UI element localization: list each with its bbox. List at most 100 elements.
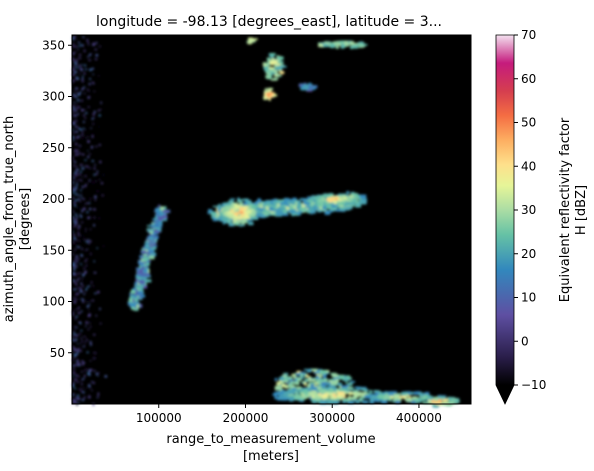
echo-cell [289, 206, 293, 210]
echo-cell [75, 365, 78, 367]
echo-cell [244, 217, 252, 222]
echo-cell [248, 204, 254, 207]
echo-cell [326, 211, 331, 214]
echo-cell [98, 75, 100, 77]
echo-cell [152, 237, 159, 240]
echo-cell [91, 134, 94, 137]
echo-cell [272, 393, 278, 396]
echo-cell [75, 152, 77, 154]
echo-cell [95, 146, 98, 147]
echo-cell [276, 74, 282, 77]
echo-cell [334, 394, 338, 397]
echo-cell [294, 377, 298, 380]
echo-cell [358, 397, 363, 401]
echo-cell [77, 49, 79, 51]
echo-cell [73, 237, 76, 240]
echo-cell [83, 109, 86, 111]
echo-cell [75, 293, 77, 296]
echo-cell [74, 204, 76, 207]
echo-cell [376, 392, 381, 395]
y-tick-label: 250 [42, 141, 65, 155]
echo-cell [96, 190, 99, 192]
echo-cell [81, 197, 83, 199]
echo-cell [273, 202, 279, 204]
echo-cell [278, 199, 285, 203]
echo-cell [347, 201, 354, 205]
echo-cell [273, 198, 278, 201]
echo-cell [316, 373, 319, 377]
echo-cell [241, 202, 246, 204]
echo-cell [323, 203, 329, 206]
echo-cell [332, 383, 335, 388]
echo-cell [81, 78, 83, 81]
echo-cell [275, 63, 279, 67]
echo-cell [76, 99, 80, 102]
echo-cell [290, 211, 294, 213]
echo-cell [83, 272, 86, 275]
echo-cell [85, 228, 87, 231]
echo-cell [82, 75, 84, 78]
echo-cell [138, 280, 145, 284]
echo-cell [80, 337, 82, 339]
echo-cell [267, 92, 273, 96]
echo-cell [81, 64, 84, 66]
echo-cell [76, 316, 78, 318]
echo-cell [294, 389, 299, 393]
echo-cell [93, 110, 96, 113]
echo-cell [233, 219, 236, 223]
echo-cell [318, 396, 323, 399]
echo-cell [80, 215, 83, 218]
echo-cell [89, 284, 92, 287]
echo-cell [304, 393, 309, 396]
echo-cell [367, 395, 372, 397]
echo-cell [89, 84, 91, 86]
echo-cell [145, 254, 153, 259]
echo-cell [79, 272, 82, 274]
echo-cell [341, 385, 348, 390]
echo-cell [269, 69, 274, 72]
echo-cell [277, 61, 284, 64]
echo-cell [355, 399, 360, 404]
echo-cell [224, 216, 228, 218]
echo-cell [337, 200, 343, 202]
echo-cell [232, 211, 239, 214]
echo-cell [321, 194, 326, 198]
echo-cell [238, 211, 246, 214]
echo-cell [143, 272, 150, 277]
echo-cell [317, 205, 324, 208]
echo-cell [208, 210, 214, 213]
echo-cell [78, 234, 80, 237]
echo-cell [288, 209, 294, 212]
echo-cell [364, 390, 367, 393]
echo-cell [297, 377, 302, 382]
echo-cell [314, 397, 322, 400]
echo-cell [339, 207, 345, 210]
echo-cell [318, 382, 322, 386]
echo-cell [315, 202, 318, 206]
echo-cell [78, 152, 82, 155]
echo-cell [427, 400, 431, 402]
echo-cell [82, 44, 84, 47]
echo-cell [274, 73, 278, 77]
echo-cell [265, 68, 268, 72]
echo-cell [334, 395, 337, 399]
echo-cell [82, 285, 84, 288]
y-axis-units: [degrees] [18, 188, 33, 250]
echo-cell [88, 396, 91, 399]
echo-cell [72, 393, 75, 396]
echo-cell [286, 398, 291, 400]
echo-cell [138, 294, 146, 298]
echo-cell [80, 100, 82, 102]
echo-cell [311, 398, 318, 402]
echo-cell [157, 215, 163, 219]
echo-cell [307, 209, 314, 214]
echo-cell [299, 396, 306, 400]
echo-cell [279, 202, 287, 206]
echo-cell [154, 223, 160, 228]
echo-cell [94, 356, 97, 360]
echo-cell [74, 325, 77, 328]
echo-cell [248, 214, 252, 218]
echo-cell [98, 217, 100, 220]
echo-cell [93, 116, 95, 119]
echo-cell [75, 199, 78, 201]
